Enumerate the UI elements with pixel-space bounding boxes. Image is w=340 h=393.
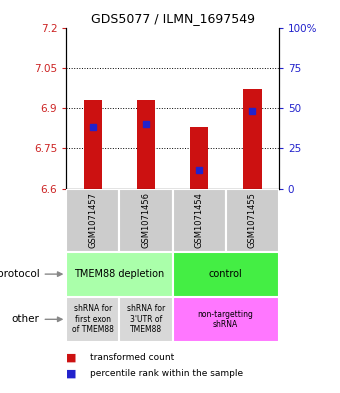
Text: TMEM88 depletion: TMEM88 depletion: [74, 269, 165, 279]
Bar: [173, 189, 226, 252]
Bar: [243, 89, 261, 189]
Text: control: control: [209, 269, 242, 279]
Bar: [173, 252, 279, 297]
Bar: [137, 100, 155, 189]
Bar: [190, 127, 208, 189]
Text: GSM1071457: GSM1071457: [88, 192, 97, 248]
Text: shRNA for
first exon
of TMEM88: shRNA for first exon of TMEM88: [72, 305, 114, 334]
Text: protocol: protocol: [0, 269, 40, 279]
Text: transformed count: transformed count: [90, 353, 174, 362]
Text: GSM1071455: GSM1071455: [248, 192, 257, 248]
Bar: [84, 100, 102, 189]
Text: other: other: [12, 314, 40, 324]
Bar: [119, 297, 173, 342]
Title: GDS5077 / ILMN_1697549: GDS5077 / ILMN_1697549: [90, 12, 255, 25]
Text: ■: ■: [66, 368, 77, 378]
Text: shRNA for
3'UTR of
TMEM88: shRNA for 3'UTR of TMEM88: [127, 305, 165, 334]
Text: GSM1071456: GSM1071456: [141, 192, 151, 248]
Bar: [66, 252, 173, 297]
Text: percentile rank within the sample: percentile rank within the sample: [90, 369, 243, 378]
Bar: [119, 189, 173, 252]
Bar: [226, 189, 279, 252]
Text: GSM1071454: GSM1071454: [194, 192, 204, 248]
Text: non-targetting
shRNA: non-targetting shRNA: [198, 310, 254, 329]
Bar: [66, 297, 119, 342]
Bar: [66, 189, 119, 252]
Text: ■: ■: [66, 353, 77, 363]
Bar: [173, 297, 279, 342]
